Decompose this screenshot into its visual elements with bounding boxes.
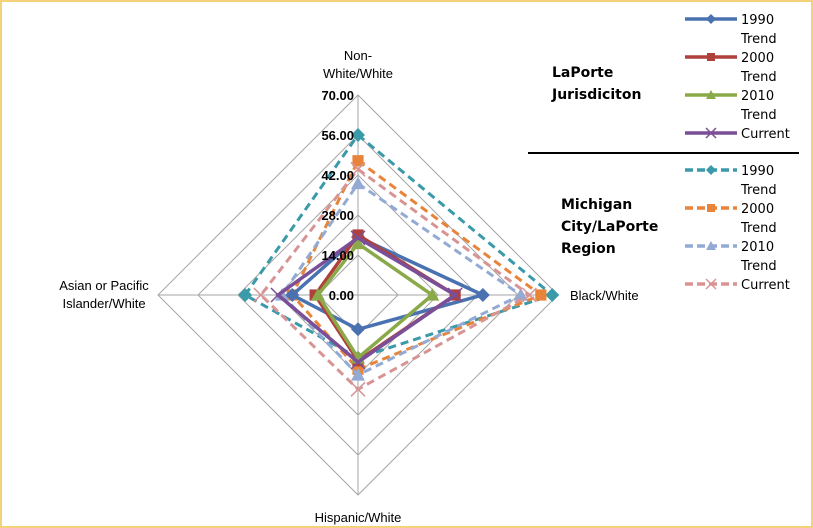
legend-label: Current	[741, 278, 790, 293]
legend-label: 1990 Trend	[740, 13, 777, 47]
data-point	[352, 229, 364, 241]
data-point	[350, 230, 366, 246]
series-line	[290, 158, 544, 372]
data-point	[351, 322, 365, 337]
tick-label: 56.00	[321, 128, 354, 143]
data-point	[425, 288, 440, 301]
legend-marker	[707, 204, 715, 212]
data-point	[521, 287, 537, 303]
legend-marker	[706, 14, 716, 24]
data-point	[253, 287, 269, 303]
tick-label: 28.00	[321, 208, 354, 223]
data-point	[447, 287, 463, 303]
data-point	[352, 155, 364, 167]
tick-label: 70.00	[321, 88, 354, 103]
legend-label: Current	[741, 127, 790, 142]
legend-label: 2010 Trend	[740, 89, 777, 123]
legend-group-michigan: Michigan City/LaPorte Region	[561, 197, 659, 257]
data-point	[351, 368, 365, 381]
data-point	[475, 288, 490, 302]
legend-label: 2000 Trend	[740, 202, 777, 236]
data-point	[350, 354, 366, 370]
tick-label: 14.00	[321, 248, 354, 263]
legend-marker	[707, 53, 715, 61]
legend-label: 1990 Trend	[740, 164, 777, 198]
data-point	[351, 128, 365, 142]
data-point	[351, 176, 365, 190]
legend-label: 2010 Trend	[740, 240, 777, 274]
legend-label: 2000 Trend	[740, 51, 777, 85]
data-point	[270, 287, 286, 303]
legend-marker	[706, 241, 716, 250]
data-point	[350, 381, 366, 397]
data-point	[545, 288, 560, 302]
tick-label: 0.00	[329, 288, 354, 303]
data-point	[238, 288, 253, 302]
data-point	[285, 288, 300, 302]
legend-marker	[705, 278, 717, 290]
data-point	[513, 288, 528, 301]
axis-label: Non-White/White	[323, 48, 393, 81]
legend-marker	[705, 127, 717, 139]
axis-label: Asian or Pacific Islander/White	[59, 278, 149, 311]
axis-label: Hispanic/White	[315, 510, 402, 525]
tick-label: 42.00	[321, 168, 354, 183]
data-point	[535, 289, 547, 301]
legend-marker	[706, 90, 716, 99]
series-line	[280, 181, 524, 377]
axis-label: Black/White	[570, 288, 639, 303]
legend-group-laporte: LaPorte Jurisdiciton	[552, 65, 642, 103]
legend-marker	[706, 165, 716, 175]
data-point	[351, 236, 365, 250]
data-point	[350, 161, 366, 177]
data-point	[311, 288, 325, 301]
